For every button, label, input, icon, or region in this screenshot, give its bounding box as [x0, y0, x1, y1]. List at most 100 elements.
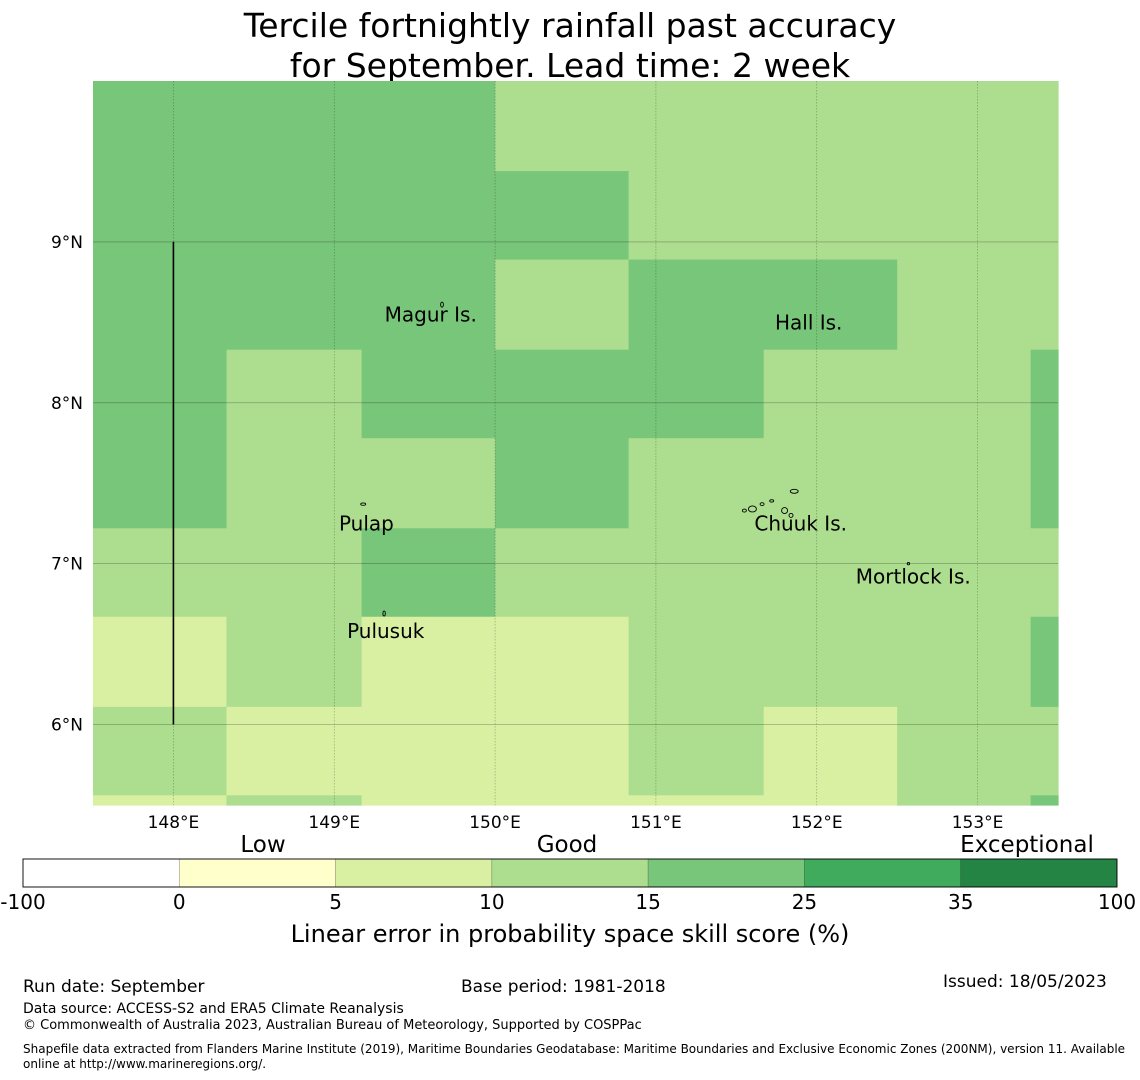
- lat-tick-label: 9°N: [51, 233, 83, 253]
- skill-cell: [763, 81, 898, 172]
- skill-cell: [1030, 259, 1059, 351]
- skill-cell: [1030, 438, 1059, 529]
- skill-cell: [628, 438, 765, 529]
- skill-cell: [495, 706, 630, 796]
- skill-cell: [1030, 706, 1059, 796]
- skill-cell: [1030, 349, 1059, 439]
- magur-islet: [440, 301, 444, 308]
- skill-cell: [1030, 616, 1059, 708]
- colorbar-swatch: [647, 858, 805, 888]
- colorbar-swatch: [178, 858, 336, 888]
- place-label: Pulusuk: [347, 619, 425, 643]
- skill-cell: [361, 81, 496, 172]
- skill-cell: [628, 528, 765, 618]
- chuuk-islet: [789, 488, 799, 494]
- skill-cell: [628, 706, 765, 796]
- skill-cell: [495, 81, 630, 172]
- skill-cell: [226, 616, 363, 708]
- place-label: Chuuk Is.: [754, 511, 847, 535]
- skill-cell: [226, 438, 363, 529]
- skill-cell: [1030, 528, 1059, 618]
- skill-cell: [93, 795, 228, 806]
- colorbar-tick-label: 0: [173, 890, 186, 914]
- colorbar-category-label: Low: [240, 832, 285, 858]
- skill-cell: [93, 528, 228, 618]
- skill-cell: [897, 349, 1032, 439]
- colorbar-tick-label: -100: [0, 890, 45, 914]
- skill-cell: [763, 349, 898, 439]
- skill-cell: [361, 528, 496, 618]
- place-label: Pulap: [339, 511, 394, 535]
- skill-cell: [1030, 81, 1059, 172]
- copyright: © Commonwealth of Australia 2023, Austra…: [23, 1018, 642, 1033]
- colorbar-tick-label: 100: [1098, 890, 1136, 914]
- lon-tick-label: 149°E: [308, 813, 360, 833]
- skill-cell: [93, 259, 228, 351]
- skill-cell: [226, 349, 363, 439]
- lat-tick-label: 7°N: [51, 555, 83, 575]
- skill-cell: [93, 706, 228, 796]
- title-line-2: for September. Lead time: 2 week: [289, 46, 851, 85]
- skill-cell: [495, 438, 630, 529]
- skill-cell: [495, 616, 630, 708]
- colorbar-swatch: [22, 858, 180, 888]
- colorbar-swatch: [335, 858, 493, 888]
- skill-cell: [495, 349, 630, 439]
- skill-cell: [1030, 795, 1059, 806]
- skill-cell: [495, 528, 630, 618]
- skill-cell: [897, 171, 1032, 261]
- issued-date: Issued: 18/05/2023: [943, 972, 1107, 992]
- skill-cell: [226, 81, 363, 172]
- colorbar-tick-label: 25: [792, 890, 817, 914]
- skill-cell: [897, 616, 1032, 708]
- lat-tick-label: 8°N: [51, 394, 83, 414]
- skill-cell: [628, 259, 765, 351]
- colorbar-frame: [22, 858, 1118, 888]
- skill-cell: [763, 171, 898, 261]
- colorbar-swatch: [804, 858, 962, 888]
- skill-cell: [628, 349, 765, 439]
- skill-cell: [897, 528, 1032, 618]
- chuuk-islet: [788, 512, 794, 518]
- skill-cell: [897, 795, 1032, 806]
- skill-cell: [361, 438, 496, 529]
- skill-cell: [93, 616, 228, 708]
- skill-cell: [495, 259, 630, 351]
- skill-cell: [361, 795, 496, 806]
- lon-tick-label: 152°E: [791, 813, 843, 833]
- skill-cell: [763, 438, 898, 529]
- place-label: Magur Is.: [385, 302, 477, 326]
- skill-cell: [628, 81, 765, 172]
- pulap-islet: [360, 502, 367, 506]
- skill-cell: [226, 706, 363, 796]
- skill-cell: [763, 616, 898, 708]
- map-title: Tercile fortnightly rainfall past accura…: [0, 6, 1140, 86]
- skill-cell: [361, 171, 496, 261]
- chuuk-islet: [747, 505, 757, 513]
- colorbar-axis-label: Linear error in probability space skill …: [291, 920, 850, 948]
- skill-cell: [897, 438, 1032, 529]
- skill-cell: [226, 795, 363, 806]
- colorbar-category-label: Exceptional: [960, 832, 1094, 858]
- lon-tick-label: 151°E: [630, 813, 682, 833]
- skill-cell: [361, 706, 496, 796]
- colorbar-swatch: [491, 858, 649, 888]
- chuuk-islet: [741, 508, 747, 513]
- colorbar-tick-label: 5: [329, 890, 342, 914]
- skill-cell: [93, 349, 228, 439]
- chuuk-islet: [769, 499, 775, 503]
- skill-cell: [361, 259, 496, 351]
- run-date: Run date: September: [23, 977, 205, 997]
- skill-cell: [897, 81, 1032, 172]
- skill-cell: [361, 349, 496, 439]
- skill-cell: [226, 528, 363, 618]
- chuuk-islet: [781, 507, 789, 515]
- colorbar-category-label: Good: [537, 832, 598, 858]
- colorbar-swatch: [960, 858, 1118, 888]
- lon-tick-label: 153°E: [952, 813, 1004, 833]
- skill-cell: [226, 171, 363, 261]
- skill-cell: [1030, 171, 1059, 261]
- data-source: Data source: ACCESS-S2 and ERA5 Climate …: [23, 1001, 404, 1017]
- skill-cell: [897, 706, 1032, 796]
- place-label: Mortlock Is.: [856, 565, 971, 589]
